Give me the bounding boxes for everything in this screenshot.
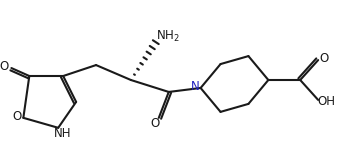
Text: NH: NH: [54, 127, 71, 140]
Text: N: N: [191, 80, 200, 93]
Text: OH: OH: [317, 95, 335, 108]
Text: NH$_2$: NH$_2$: [156, 29, 180, 44]
Text: O: O: [320, 52, 329, 65]
Text: O: O: [0, 60, 9, 72]
Text: O: O: [13, 110, 22, 123]
Text: O: O: [150, 117, 159, 130]
